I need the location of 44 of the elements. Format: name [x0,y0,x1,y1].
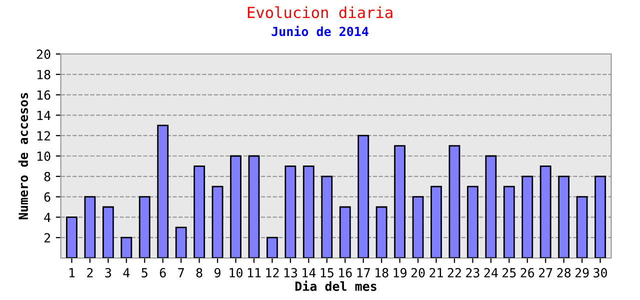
y-tick-label: 8 [44,172,50,182]
y-tick-label: 20 [36,50,50,59]
chart-title: Evolucion diaria [248,6,392,18]
x-tick-label: 26 [520,268,534,278]
x-tick-label: 28 [557,268,571,278]
x-tick-label: 12 [266,268,279,278]
y-tick-label: 6 [44,192,50,202]
x-tick-label: 8 [196,268,202,278]
x-tick-label: 15 [320,268,334,278]
x-axis-title: Dia del mes [295,280,376,291]
y-tick-label: 2 [44,233,50,242]
x-tick-label: 13 [284,268,298,278]
x-tick-label: 10 [230,268,242,278]
y-tick-label: 10 [38,152,50,161]
x-tick-label: 23 [466,268,480,278]
x-tick-label: 11 [248,268,261,278]
x-tick-label: 24 [484,268,498,278]
x-tick-label: 19 [394,268,406,278]
x-tick-label: 4 [123,268,130,278]
y-tick-label: 14 [38,110,50,120]
x-tick-label: 27 [538,268,552,278]
x-tick-label: 21 [430,268,443,278]
x-tick-label: 1 [69,268,75,278]
x-tick-label: 18 [376,268,388,278]
x-tick-label: 29 [575,268,589,278]
chart-subtitle: Junio de 2014 [272,26,368,36]
x-tick-label: 25 [502,268,516,278]
x-tick-label: 7 [178,268,184,278]
y-tick-label: 16 [38,90,50,100]
y-tick-label: 18 [38,70,50,80]
x-tick-label: 3 [105,268,112,278]
x-tick-label: 2 [87,268,93,278]
y-tick-label: 4 [44,212,50,222]
x-tick-label: 6 [160,268,166,278]
x-tick-label: 16 [339,268,352,278]
x-tick-label: 14 [302,268,316,278]
x-tick-label: 22 [448,268,461,278]
x-tick-label: 30 [594,268,607,278]
x-tick-label: 20 [411,268,425,278]
x-tick-label: 5 [142,268,148,278]
x-tick-label: 9 [214,268,220,278]
y-axis-title: Numero de accesos [18,93,28,220]
y-tick-label: 12 [38,131,50,140]
x-tick-label: 17 [357,268,370,278]
